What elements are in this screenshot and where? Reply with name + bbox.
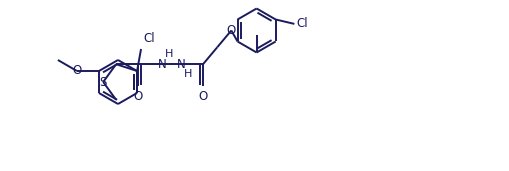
Text: N: N <box>158 58 167 71</box>
Text: O: O <box>227 24 236 37</box>
Text: H: H <box>184 69 192 79</box>
Text: H: H <box>165 49 174 59</box>
Text: O: O <box>72 64 81 77</box>
Text: S: S <box>100 76 107 89</box>
Text: N: N <box>177 58 185 71</box>
Text: O: O <box>199 90 208 103</box>
Text: O: O <box>133 90 143 103</box>
Text: Cl: Cl <box>143 32 155 45</box>
Text: Cl: Cl <box>296 17 308 30</box>
